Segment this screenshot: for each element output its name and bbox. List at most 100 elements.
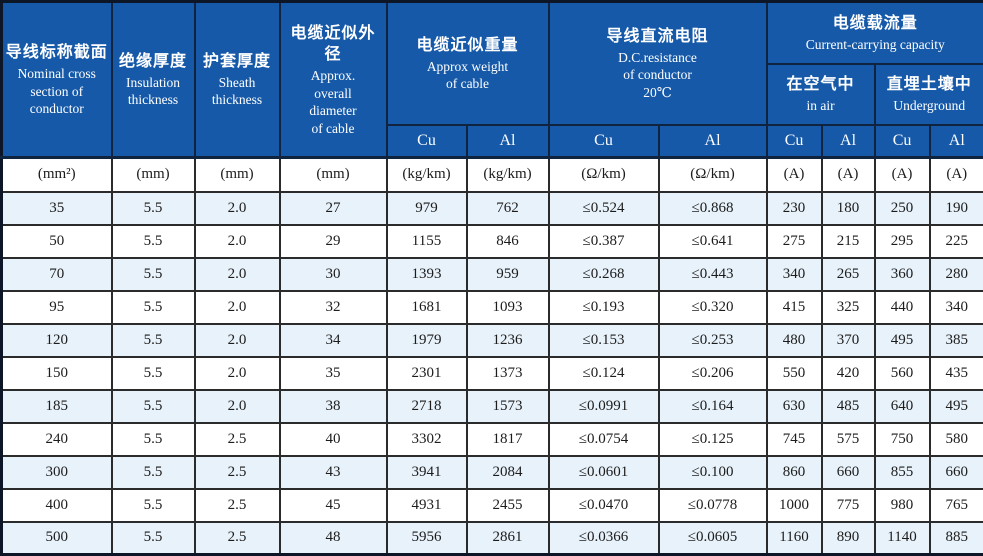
- table-cell: 3941: [387, 456, 467, 489]
- unit-cell: (mm): [195, 158, 280, 192]
- header-nominal-en: Nominal cross section of conductor: [5, 65, 109, 118]
- table-cell: 265: [822, 258, 875, 291]
- table-cell: 34: [280, 324, 387, 357]
- table-cell: ≤0.387: [549, 225, 659, 258]
- table-cell: ≤0.100: [659, 456, 767, 489]
- table-cell: 2.5: [195, 456, 280, 489]
- header-weight-al: Al: [467, 125, 549, 158]
- table-cell: 660: [930, 456, 983, 489]
- header-row-groups: 导线标称截面 Nominal cross section of conducto…: [2, 2, 983, 64]
- header-current-carrying-capacity: 电缆载流量 Current-carrying capacity: [767, 2, 983, 64]
- table-cell: 5.5: [112, 489, 195, 522]
- header-underground-al: Al: [930, 125, 983, 158]
- table-cell: 185: [2, 390, 112, 423]
- unit-cell: (mm): [280, 158, 387, 192]
- table-cell: ≤0.320: [659, 291, 767, 324]
- table-cell: 1373: [467, 357, 549, 390]
- table-cell: 415: [767, 291, 822, 324]
- table-cell: 2718: [387, 390, 467, 423]
- table-cell: 5956: [387, 522, 467, 555]
- unit-cell: (A): [930, 158, 983, 192]
- table-cell: 280: [930, 258, 983, 291]
- header-underground: 直埋土壤中 Underground: [875, 64, 983, 125]
- table-cell: 2.0: [195, 324, 280, 357]
- unit-cell: (A): [875, 158, 930, 192]
- table-cell: 95: [2, 291, 112, 324]
- header-dc-resistance: 导线直流电阻 D.C.resistance of conductor 20℃: [549, 2, 767, 125]
- table-cell: ≤0.443: [659, 258, 767, 291]
- table-cell: 495: [930, 390, 983, 423]
- header-resistance-en: D.C.resistance of conductor 20℃: [552, 49, 764, 102]
- table-cell: 50: [2, 225, 112, 258]
- table-cell: 120: [2, 324, 112, 357]
- table-cell: 480: [767, 324, 822, 357]
- header-in-air-zh: 在空气中: [770, 73, 872, 95]
- table-cell: 400: [2, 489, 112, 522]
- table-cell: 340: [767, 258, 822, 291]
- unit-cell: (mm): [112, 158, 195, 192]
- table-cell: 2.0: [195, 192, 280, 225]
- table-cell: ≤0.0605: [659, 522, 767, 555]
- header-diameter-en: Approx. overall diameter of cable: [283, 67, 384, 137]
- table-cell: 660: [822, 456, 875, 489]
- table-cell: 30: [280, 258, 387, 291]
- table-cell: 5.5: [112, 390, 195, 423]
- table-cell: 2.0: [195, 357, 280, 390]
- table-cell: 340: [930, 291, 983, 324]
- table-cell: 180: [822, 192, 875, 225]
- table-cell: 5.5: [112, 522, 195, 555]
- header-capacity-zh: 电缆载流量: [770, 12, 982, 34]
- table-header: 导线标称截面 Nominal cross section of conducto…: [2, 2, 983, 158]
- table-cell: 2.5: [195, 489, 280, 522]
- header-sheath-en: Sheath thickness: [198, 74, 277, 109]
- table-cell: ≤0.868: [659, 192, 767, 225]
- table-cell: 1093: [467, 291, 549, 324]
- table-cell: 2.0: [195, 291, 280, 324]
- table-cell: ≤0.0601: [549, 456, 659, 489]
- header-insulation-en: Insulation thickness: [115, 74, 192, 109]
- table-cell: 959: [467, 258, 549, 291]
- table-cell: 1140: [875, 522, 930, 555]
- table-cell: 300: [2, 456, 112, 489]
- table-cell: 846: [467, 225, 549, 258]
- header-insulation-thickness: 绝缘厚度 Insulation thickness: [112, 2, 195, 158]
- table-cell: 2.5: [195, 423, 280, 456]
- header-resistance-cu: Cu: [549, 125, 659, 158]
- header-in-air-en: in air: [770, 97, 872, 115]
- table-cell: 1681: [387, 291, 467, 324]
- table-cell: 5.5: [112, 192, 195, 225]
- table-cell: 4931: [387, 489, 467, 522]
- table-cell: 1393: [387, 258, 467, 291]
- table-cell: 250: [875, 192, 930, 225]
- header-underground-en: Underground: [878, 97, 982, 115]
- table-cell: 640: [875, 390, 930, 423]
- table-cell: 630: [767, 390, 822, 423]
- table-cell: ≤0.124: [549, 357, 659, 390]
- table-cell: 275: [767, 225, 822, 258]
- table-cell: 2.0: [195, 258, 280, 291]
- header-capacity-en: Current-carrying capacity: [770, 36, 982, 54]
- table-cell: ≤0.0754: [549, 423, 659, 456]
- unit-cell: (mm²): [2, 158, 112, 192]
- table-cell: ≤0.193: [549, 291, 659, 324]
- table-cell: 435: [930, 357, 983, 390]
- table-cell: 295: [875, 225, 930, 258]
- table-cell: 150: [2, 357, 112, 390]
- table-cell: 1160: [767, 522, 822, 555]
- table-cell: ≤0.125: [659, 423, 767, 456]
- table-cell: 230: [767, 192, 822, 225]
- header-overall-diameter: 电缆近似外径 Approx. overall diameter of cable: [280, 2, 387, 158]
- table-cell: 360: [875, 258, 930, 291]
- table-cell: 885: [930, 522, 983, 555]
- unit-cell: (kg/km): [387, 158, 467, 192]
- header-resistance-zh: 导线直流电阻: [552, 25, 764, 47]
- table-cell: 1979: [387, 324, 467, 357]
- table-cell: 855: [875, 456, 930, 489]
- table-cell: 385: [930, 324, 983, 357]
